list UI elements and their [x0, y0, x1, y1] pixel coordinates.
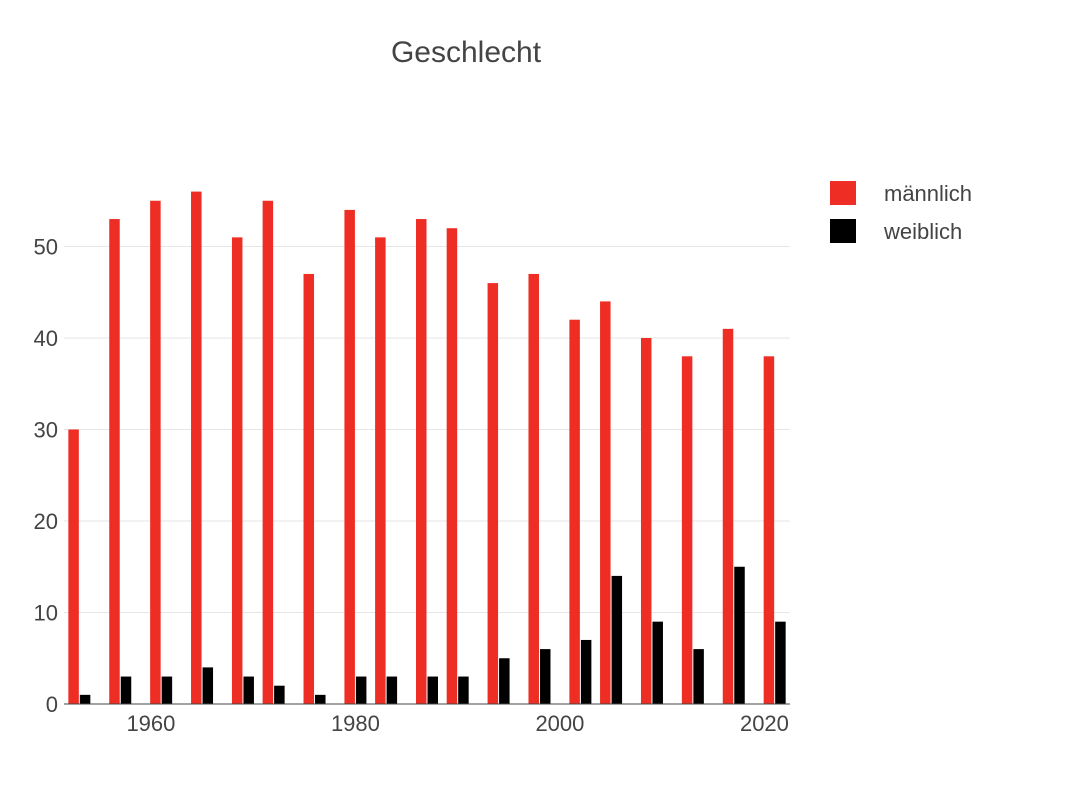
y-tick-label: 30 — [34, 418, 58, 443]
bar-maennlich-2005[interactable] — [600, 301, 611, 704]
bar-maennlich-2009[interactable] — [640, 338, 652, 704]
bar-maennlich-1994[interactable] — [487, 283, 499, 704]
x-tick-label: 2020 — [740, 711, 789, 736]
bar-weiblich-1994[interactable] — [499, 658, 510, 704]
y-tick-label: 20 — [34, 509, 58, 534]
chart-title: Geschlecht — [391, 36, 542, 69]
bar-weiblich-1969[interactable] — [243, 676, 254, 704]
bar-maennlich-1965[interactable] — [191, 191, 202, 705]
bar-weiblich-1976[interactable] — [315, 694, 326, 704]
bar-maennlich-1987[interactable] — [416, 219, 427, 705]
y-tick-label: 0 — [46, 692, 58, 717]
bar-weiblich-2021[interactable] — [775, 621, 786, 704]
bar-weiblich-1965[interactable] — [202, 667, 214, 704]
legend: männlich weiblich — [830, 181, 972, 244]
bar-weiblich-1990[interactable] — [458, 676, 469, 704]
legend-label-maennlich[interactable]: männlich — [884, 181, 972, 206]
bar-maennlich-1957[interactable] — [109, 219, 120, 705]
bar-maennlich-1969[interactable] — [231, 237, 243, 704]
bar-weiblich-2002[interactable] — [580, 639, 592, 704]
bar-maennlich-2013[interactable] — [681, 356, 693, 704]
bar-maennlich-2021[interactable] — [763, 356, 775, 704]
bar-maennlich-1961[interactable] — [150, 200, 161, 704]
x-tick-label: 1980 — [331, 711, 380, 736]
bar-maennlich-1998[interactable] — [528, 273, 539, 704]
bar-weiblich-1961[interactable] — [161, 676, 173, 704]
bar-maennlich-2002[interactable] — [569, 319, 580, 704]
legend-swatch-maennlich[interactable] — [830, 181, 856, 205]
legend-swatch-weiblich[interactable] — [830, 219, 856, 243]
y-axis-ticks: 0 10 20 30 40 50 — [34, 235, 58, 718]
x-tick-label: 1960 — [126, 711, 175, 736]
bar-weiblich-2017[interactable] — [734, 566, 745, 704]
bar-weiblich-1998[interactable] — [539, 649, 551, 704]
bar-weiblich-1953[interactable] — [79, 694, 91, 704]
bar-weiblich-2013[interactable] — [693, 649, 704, 704]
x-tick-label: 2000 — [535, 711, 584, 736]
bar-maennlich-1980[interactable] — [344, 209, 355, 704]
x-axis-ticks: 1960 1980 2000 2020 — [126, 711, 788, 736]
bars — [68, 191, 786, 705]
bar-maennlich-1976[interactable] — [303, 273, 315, 704]
bar-weiblich-1980[interactable] — [355, 676, 367, 704]
bar-weiblich-1957[interactable] — [120, 676, 132, 704]
legend-label-weiblich[interactable]: weiblich — [883, 219, 962, 244]
bar-maennlich-1990[interactable] — [446, 228, 458, 704]
bar-weiblich-1972[interactable] — [274, 685, 285, 704]
bar-maennlich-1972[interactable] — [262, 200, 274, 704]
bar-weiblich-2005[interactable] — [611, 575, 623, 704]
bar-weiblich-2009[interactable] — [652, 621, 663, 704]
bar-weiblich-1983[interactable] — [386, 676, 398, 704]
bar-maennlich-1983[interactable] — [375, 237, 386, 704]
y-tick-label: 10 — [34, 601, 58, 626]
bar-maennlich-1953[interactable] — [68, 429, 79, 705]
y-tick-label: 50 — [34, 235, 58, 260]
bar-maennlich-2017[interactable] — [722, 328, 734, 704]
bar-weiblich-1987[interactable] — [427, 676, 439, 704]
y-tick-label: 40 — [34, 326, 58, 351]
gridlines — [64, 246, 790, 613]
